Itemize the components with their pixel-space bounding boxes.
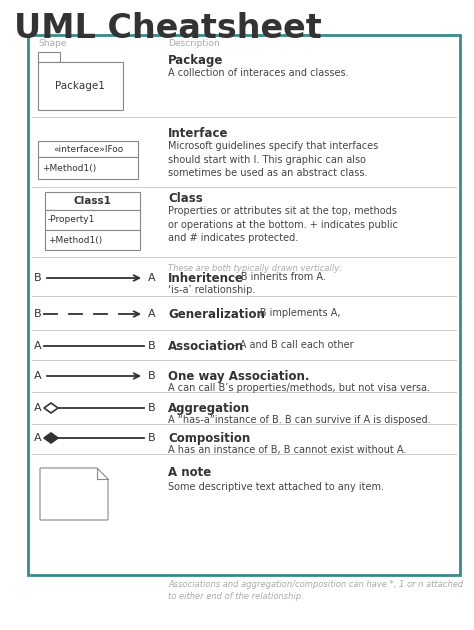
Polygon shape (44, 403, 58, 413)
Bar (45, 210, 140, 230)
Text: B: B (148, 433, 155, 443)
Text: A has an instance of B, B cannot exist without A.: A has an instance of B, B cannot exist w… (168, 445, 406, 455)
Text: «interface»IFoo: «interface»IFoo (53, 144, 123, 154)
Text: Interface: Interface (168, 127, 228, 140)
Text: Properties or attributes sit at the top, methods
or operations at the bottom. + : Properties or attributes sit at the top,… (168, 206, 398, 243)
Text: B: B (148, 371, 155, 381)
Text: A: A (34, 433, 42, 443)
Bar (38, 52, 60, 62)
Text: Microsoft guidelines specify that interfaces
should start with I. This graphic c: Microsoft guidelines specify that interf… (168, 141, 378, 178)
Text: Class1: Class1 (73, 196, 111, 206)
Text: Package1: Package1 (55, 81, 105, 91)
Text: Package: Package (168, 54, 223, 67)
Polygon shape (40, 468, 108, 520)
Text: Description: Description (168, 39, 220, 48)
Text: Composition: Composition (168, 432, 250, 445)
Text: A: A (148, 273, 155, 283)
Bar (38, 157, 138, 179)
Text: Associations and aggregation/composition can have *, 1 or n attached
to either e: Associations and aggregation/composition… (168, 580, 463, 601)
Bar (28, 35, 460, 575)
Text: - B implements A,: - B implements A, (250, 308, 340, 318)
Text: A collection of interaces and classes.: A collection of interaces and classes. (168, 68, 348, 78)
Bar (45, 192, 140, 210)
Text: These are both typically drawn vertically:: These are both typically drawn verticall… (168, 264, 342, 273)
Text: Association: Association (168, 340, 244, 353)
Text: Class: Class (168, 192, 203, 205)
Bar (45, 230, 140, 250)
Text: +Method1(): +Method1() (48, 236, 102, 244)
Polygon shape (44, 433, 58, 443)
Text: Shape: Shape (38, 39, 66, 48)
Text: A can call B’s properties/methods, but not visa versa.: A can call B’s properties/methods, but n… (168, 383, 430, 393)
Text: B: B (34, 273, 42, 283)
Text: B: B (148, 403, 155, 413)
Text: A note: A note (168, 466, 211, 479)
Text: A: A (34, 371, 42, 381)
Text: A “has-a”instance of B. B can survive if A is disposed.: A “has-a”instance of B. B can survive if… (168, 415, 430, 425)
Bar (38, 141, 138, 157)
Text: Some descriptive text attached to any item.: Some descriptive text attached to any it… (168, 482, 384, 492)
Text: -Property1: -Property1 (48, 215, 95, 224)
Text: A: A (34, 341, 42, 351)
Text: ‘is-a’ relationship.: ‘is-a’ relationship. (168, 285, 255, 295)
Text: Inheritence: Inheritence (168, 272, 244, 285)
Text: UML Cheatsheet: UML Cheatsheet (14, 12, 322, 45)
Text: Generalization: Generalization (168, 308, 265, 321)
Text: B: B (148, 341, 155, 351)
Text: - B inherits from A.: - B inherits from A. (231, 272, 326, 282)
Bar (38, 62, 123, 110)
Text: Aggregation: Aggregation (168, 402, 250, 415)
Text: A: A (34, 403, 42, 413)
Text: B: B (34, 309, 42, 319)
Text: +Method1(): +Method1() (42, 164, 96, 173)
Text: One way Association.: One way Association. (168, 370, 310, 383)
Text: - A and B call each other: - A and B call each other (230, 340, 354, 350)
Text: A: A (148, 309, 155, 319)
